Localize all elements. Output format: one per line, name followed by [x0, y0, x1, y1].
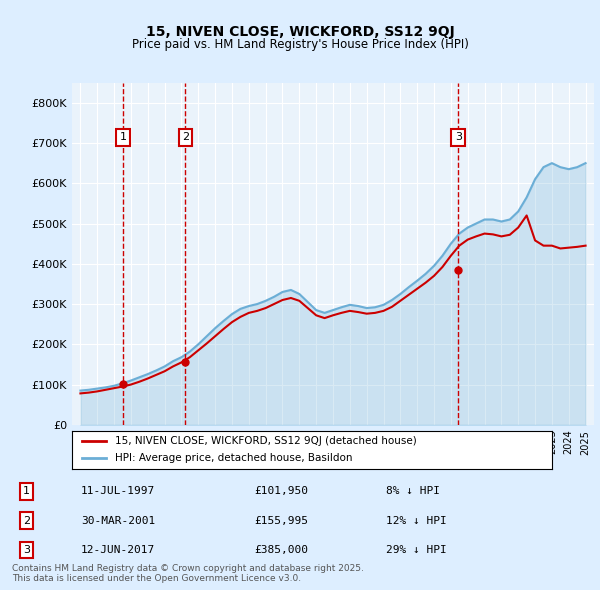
Text: 1: 1 — [119, 132, 127, 142]
Text: 15, NIVEN CLOSE, WICKFORD, SS12 9QJ: 15, NIVEN CLOSE, WICKFORD, SS12 9QJ — [146, 25, 454, 40]
Text: 29% ↓ HPI: 29% ↓ HPI — [386, 545, 447, 555]
Text: £385,000: £385,000 — [254, 545, 308, 555]
Text: 3: 3 — [23, 545, 30, 555]
Text: 1: 1 — [23, 486, 30, 496]
Text: 2: 2 — [182, 132, 189, 142]
Text: £101,950: £101,950 — [254, 486, 308, 496]
Text: 11-JUL-1997: 11-JUL-1997 — [81, 486, 155, 496]
Text: 30-MAR-2001: 30-MAR-2001 — [81, 516, 155, 526]
Text: £155,995: £155,995 — [254, 516, 308, 526]
Text: Price paid vs. HM Land Registry's House Price Index (HPI): Price paid vs. HM Land Registry's House … — [131, 38, 469, 51]
Text: 15, NIVEN CLOSE, WICKFORD, SS12 9QJ (detached house): 15, NIVEN CLOSE, WICKFORD, SS12 9QJ (det… — [115, 437, 417, 447]
Text: 2: 2 — [23, 516, 30, 526]
Text: Contains HM Land Registry data © Crown copyright and database right 2025.
This d: Contains HM Land Registry data © Crown c… — [12, 563, 364, 583]
Text: 3: 3 — [455, 132, 462, 142]
Text: 12-JUN-2017: 12-JUN-2017 — [81, 545, 155, 555]
Text: 8% ↓ HPI: 8% ↓ HPI — [386, 486, 440, 496]
Text: 12% ↓ HPI: 12% ↓ HPI — [386, 516, 447, 526]
Text: HPI: Average price, detached house, Basildon: HPI: Average price, detached house, Basi… — [115, 453, 353, 463]
